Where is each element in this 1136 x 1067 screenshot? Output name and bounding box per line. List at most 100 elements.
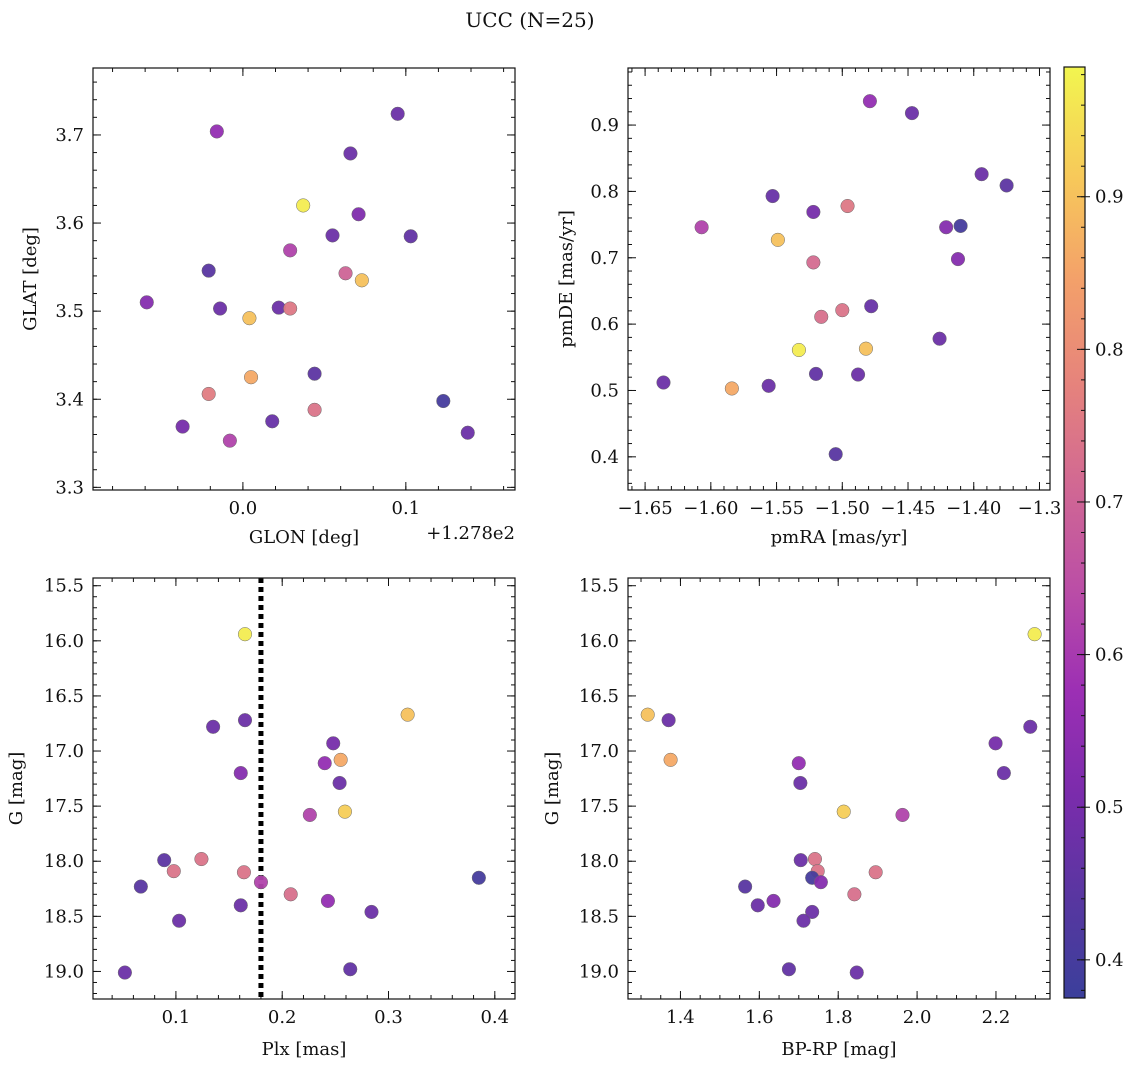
scatter-point	[237, 627, 253, 642]
y-tick-label: 3.3	[55, 477, 84, 498]
y-tick-label: 3.6	[55, 213, 84, 234]
scatter-point	[343, 146, 358, 161]
x-tick-label: 0.0	[229, 498, 258, 519]
colorbar-tick-label: 0.9	[1095, 187, 1124, 208]
scatter-point	[333, 752, 348, 767]
scatter-point	[302, 807, 317, 823]
scatter-point	[206, 719, 221, 734]
y-tick-label: 0.5	[590, 380, 619, 401]
scatter-point	[988, 736, 1003, 751]
colorbar: 0.4 0.5 0.6 0.7 0.8 0.9	[1063, 66, 1124, 999]
y-tick-label: 0.9	[590, 115, 619, 136]
x-tick-label: −1.60	[683, 498, 738, 519]
x-tick-label: −1.3	[1018, 498, 1062, 519]
scatter-point	[172, 913, 187, 928]
scatter-point	[738, 879, 753, 894]
scatter-point	[868, 865, 883, 880]
scatter-point	[307, 402, 322, 417]
scatter-point	[791, 342, 806, 358]
scatter-point	[320, 893, 335, 908]
scatter-point	[999, 178, 1014, 193]
scatter-point	[864, 299, 879, 314]
scatter-point	[766, 893, 781, 908]
colorbar-tick-label: 0.8	[1095, 339, 1124, 360]
scatter-point	[243, 370, 259, 385]
scatter-point	[201, 386, 216, 402]
scatter-point	[765, 189, 780, 204]
scatter-point	[793, 775, 808, 791]
scatter-point	[836, 804, 851, 819]
scatter-point	[296, 198, 311, 213]
scatter-point	[661, 713, 676, 728]
y-axis-label: G [mag]	[542, 752, 563, 825]
y-tick-label: 3.7	[55, 125, 84, 146]
scatter-point	[117, 965, 132, 980]
scatter-point	[793, 853, 808, 868]
colorbar-tick-label: 0.5	[1095, 797, 1124, 818]
y-tick-label: 18.5	[44, 906, 84, 927]
x-offset-text: +1.278e2	[426, 523, 515, 544]
axes-frame	[627, 577, 1051, 1000]
minor-ticks	[628, 578, 1050, 999]
scatter-point	[283, 887, 298, 902]
scatter-point	[460, 425, 475, 440]
scatter-point	[283, 301, 298, 316]
colorbar-tick-label: 0.4	[1095, 950, 1124, 971]
scatter-point	[253, 875, 268, 890]
scatter-point	[750, 898, 765, 913]
y-tick-label: 15.5	[579, 576, 619, 597]
scatter-point	[858, 341, 874, 356]
x-tick-label: 1.6	[745, 1007, 774, 1028]
scatter-point	[157, 853, 172, 868]
scatter-point	[724, 381, 739, 396]
scatter-point	[828, 447, 843, 462]
scatter-point	[806, 255, 821, 270]
plot-bprp-g: 1.4 1.6 1.8 2.0 2.2 15.5 16.0 16.5 17.0 17.5 18.0 1…	[542, 576, 1051, 1060]
scatter-points	[117, 627, 486, 980]
scatter-point	[950, 252, 966, 267]
scatter-point	[895, 807, 910, 823]
scatter-point	[175, 419, 190, 434]
y-tick-label: 18.0	[44, 851, 84, 872]
scatter-points	[640, 627, 1042, 980]
scatter-point	[233, 898, 248, 913]
y-tick-label: 17.5	[579, 796, 619, 817]
x-tick-label: 1.8	[824, 1007, 853, 1028]
scatter-point	[694, 220, 709, 235]
y-tick-label: 18.0	[579, 851, 619, 872]
scatter-point	[471, 870, 486, 885]
scatter-point	[904, 106, 920, 121]
y-axis-label: G [mag]	[6, 752, 27, 825]
x-tick-label: −1.65	[618, 498, 673, 519]
y-tick-label: 3.4	[55, 389, 84, 410]
scatter-point	[1027, 627, 1042, 642]
axes-frame	[92, 67, 516, 491]
scatter-point	[133, 879, 148, 894]
scatter-point	[209, 124, 224, 139]
colorbar-tick-label: 0.7	[1095, 492, 1124, 513]
y-tick-label: 0.6	[590, 314, 619, 335]
scatter-point	[808, 366, 824, 381]
x-tick-label: 0.1	[162, 1007, 191, 1028]
scatter-point	[237, 713, 253, 728]
y-tick-label: 16.0	[579, 631, 619, 652]
scatter-point	[139, 295, 154, 310]
plot-glon-glat: 0.0 0.1 3.3 3.4 3.5 3.6 3.7 GLON [deg] GLAT [deg…	[20, 67, 516, 548]
scatter-point	[770, 232, 785, 247]
scatter-point	[847, 887, 862, 902]
scatter-point	[791, 756, 806, 771]
scatter-point	[851, 367, 866, 382]
x-tick-label: −1.45	[880, 498, 935, 519]
plot-pmra-pmde: −1.65 −1.60 −1.55 −1.50 −1.45 −1.40 −1.3 0.4 0.5…	[556, 67, 1062, 548]
scatter-point	[656, 375, 671, 390]
scatter-point	[351, 207, 366, 222]
scatter-point	[814, 309, 829, 324]
x-tick-label: 2.2	[982, 1007, 1011, 1028]
y-tick-label: 0.8	[590, 181, 619, 202]
scatter-point	[781, 962, 796, 977]
scatter-point	[640, 707, 655, 722]
scatter-point	[222, 433, 237, 448]
y-tick-label: 16.5	[579, 686, 619, 707]
scatter-point	[337, 804, 352, 819]
